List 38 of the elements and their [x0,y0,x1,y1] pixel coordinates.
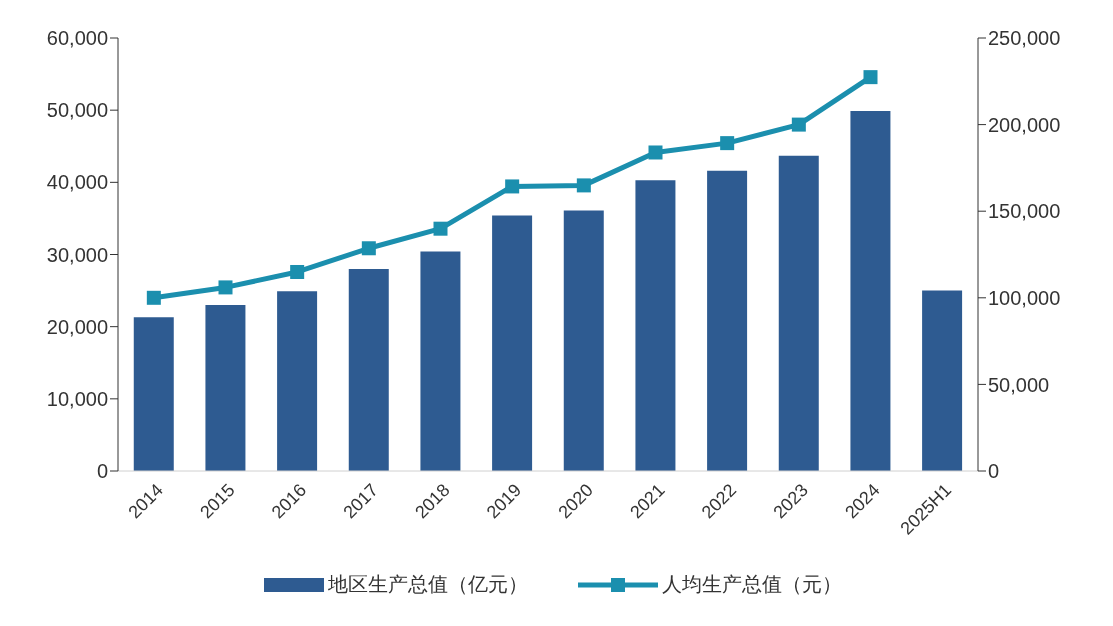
bar [850,110,891,471]
point [218,280,233,295]
bar [778,155,819,471]
bar [420,251,461,471]
point [576,178,591,193]
y2-tick-label: 50,000 [988,373,1050,396]
y2-tick-label: 200,000 [988,113,1061,136]
point [720,136,735,151]
bar [205,305,246,471]
y-tick-label: 20,000 [46,315,108,338]
bar [277,291,318,471]
bar [133,317,174,471]
y-tick-label: 30,000 [46,243,108,266]
bar [348,268,389,471]
bar [922,290,963,471]
bar [635,180,676,471]
bar [563,210,604,471]
y2-tick-label: 100,000 [988,286,1061,309]
legend-label: 地区生产总值（亿元） [327,572,528,597]
y2-tick-label: 0 [988,460,1000,483]
bar [492,215,533,471]
y-tick-label: 50,000 [46,99,108,122]
y2-tick-label: 150,000 [988,200,1061,223]
legend-label: 人均生产总值（元） [661,572,842,597]
point [863,70,878,85]
point [290,264,305,279]
point [361,241,376,256]
bar [707,170,748,471]
point [146,290,161,305]
y2-tick-label: 250,000 [988,27,1061,50]
y-tick-label: 10,000 [46,387,108,410]
point [433,221,448,236]
point [505,179,520,194]
point [791,117,806,132]
y-tick-label: 40,000 [46,171,108,194]
y-tick-label: 60,000 [46,27,108,50]
y-tick-label: 0 [96,460,108,483]
point [648,145,663,160]
